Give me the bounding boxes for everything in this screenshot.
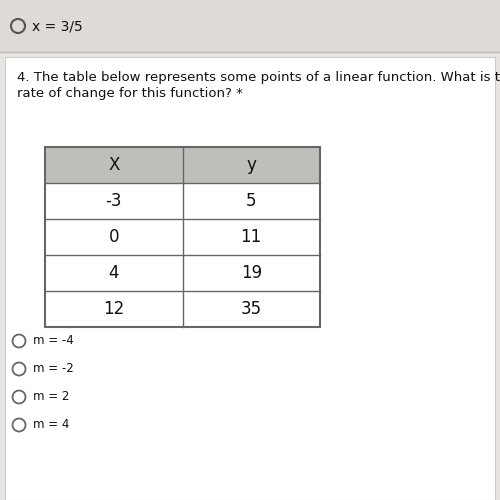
Bar xyxy=(0,0,500,52)
Text: y: y xyxy=(246,156,256,174)
Circle shape xyxy=(12,418,26,432)
Circle shape xyxy=(12,334,26,347)
Text: x = 3/5: x = 3/5 xyxy=(32,19,83,33)
Text: 12: 12 xyxy=(103,300,124,318)
Text: m = -4: m = -4 xyxy=(33,334,74,347)
Text: m = 4: m = 4 xyxy=(33,418,70,432)
Bar xyxy=(45,147,320,327)
Bar xyxy=(45,183,320,219)
Text: 4: 4 xyxy=(108,264,119,282)
Circle shape xyxy=(12,390,26,404)
Bar xyxy=(45,255,320,291)
Text: m = 2: m = 2 xyxy=(33,390,70,404)
Text: -3: -3 xyxy=(106,192,122,210)
Text: 11: 11 xyxy=(240,228,262,246)
Bar xyxy=(45,147,320,183)
Text: 19: 19 xyxy=(240,264,262,282)
Bar xyxy=(45,291,320,327)
Text: 0: 0 xyxy=(108,228,119,246)
Text: X: X xyxy=(108,156,120,174)
Bar xyxy=(45,219,320,255)
Circle shape xyxy=(12,362,26,376)
Text: rate of change for this function? *: rate of change for this function? * xyxy=(17,87,243,100)
Text: 4. The table below represents some points of a linear function. What is the: 4. The table below represents some point… xyxy=(17,71,500,84)
Text: 35: 35 xyxy=(240,300,262,318)
Text: m = -2: m = -2 xyxy=(33,362,74,376)
Text: 5: 5 xyxy=(246,192,256,210)
Bar xyxy=(5,57,495,500)
Circle shape xyxy=(11,19,25,33)
